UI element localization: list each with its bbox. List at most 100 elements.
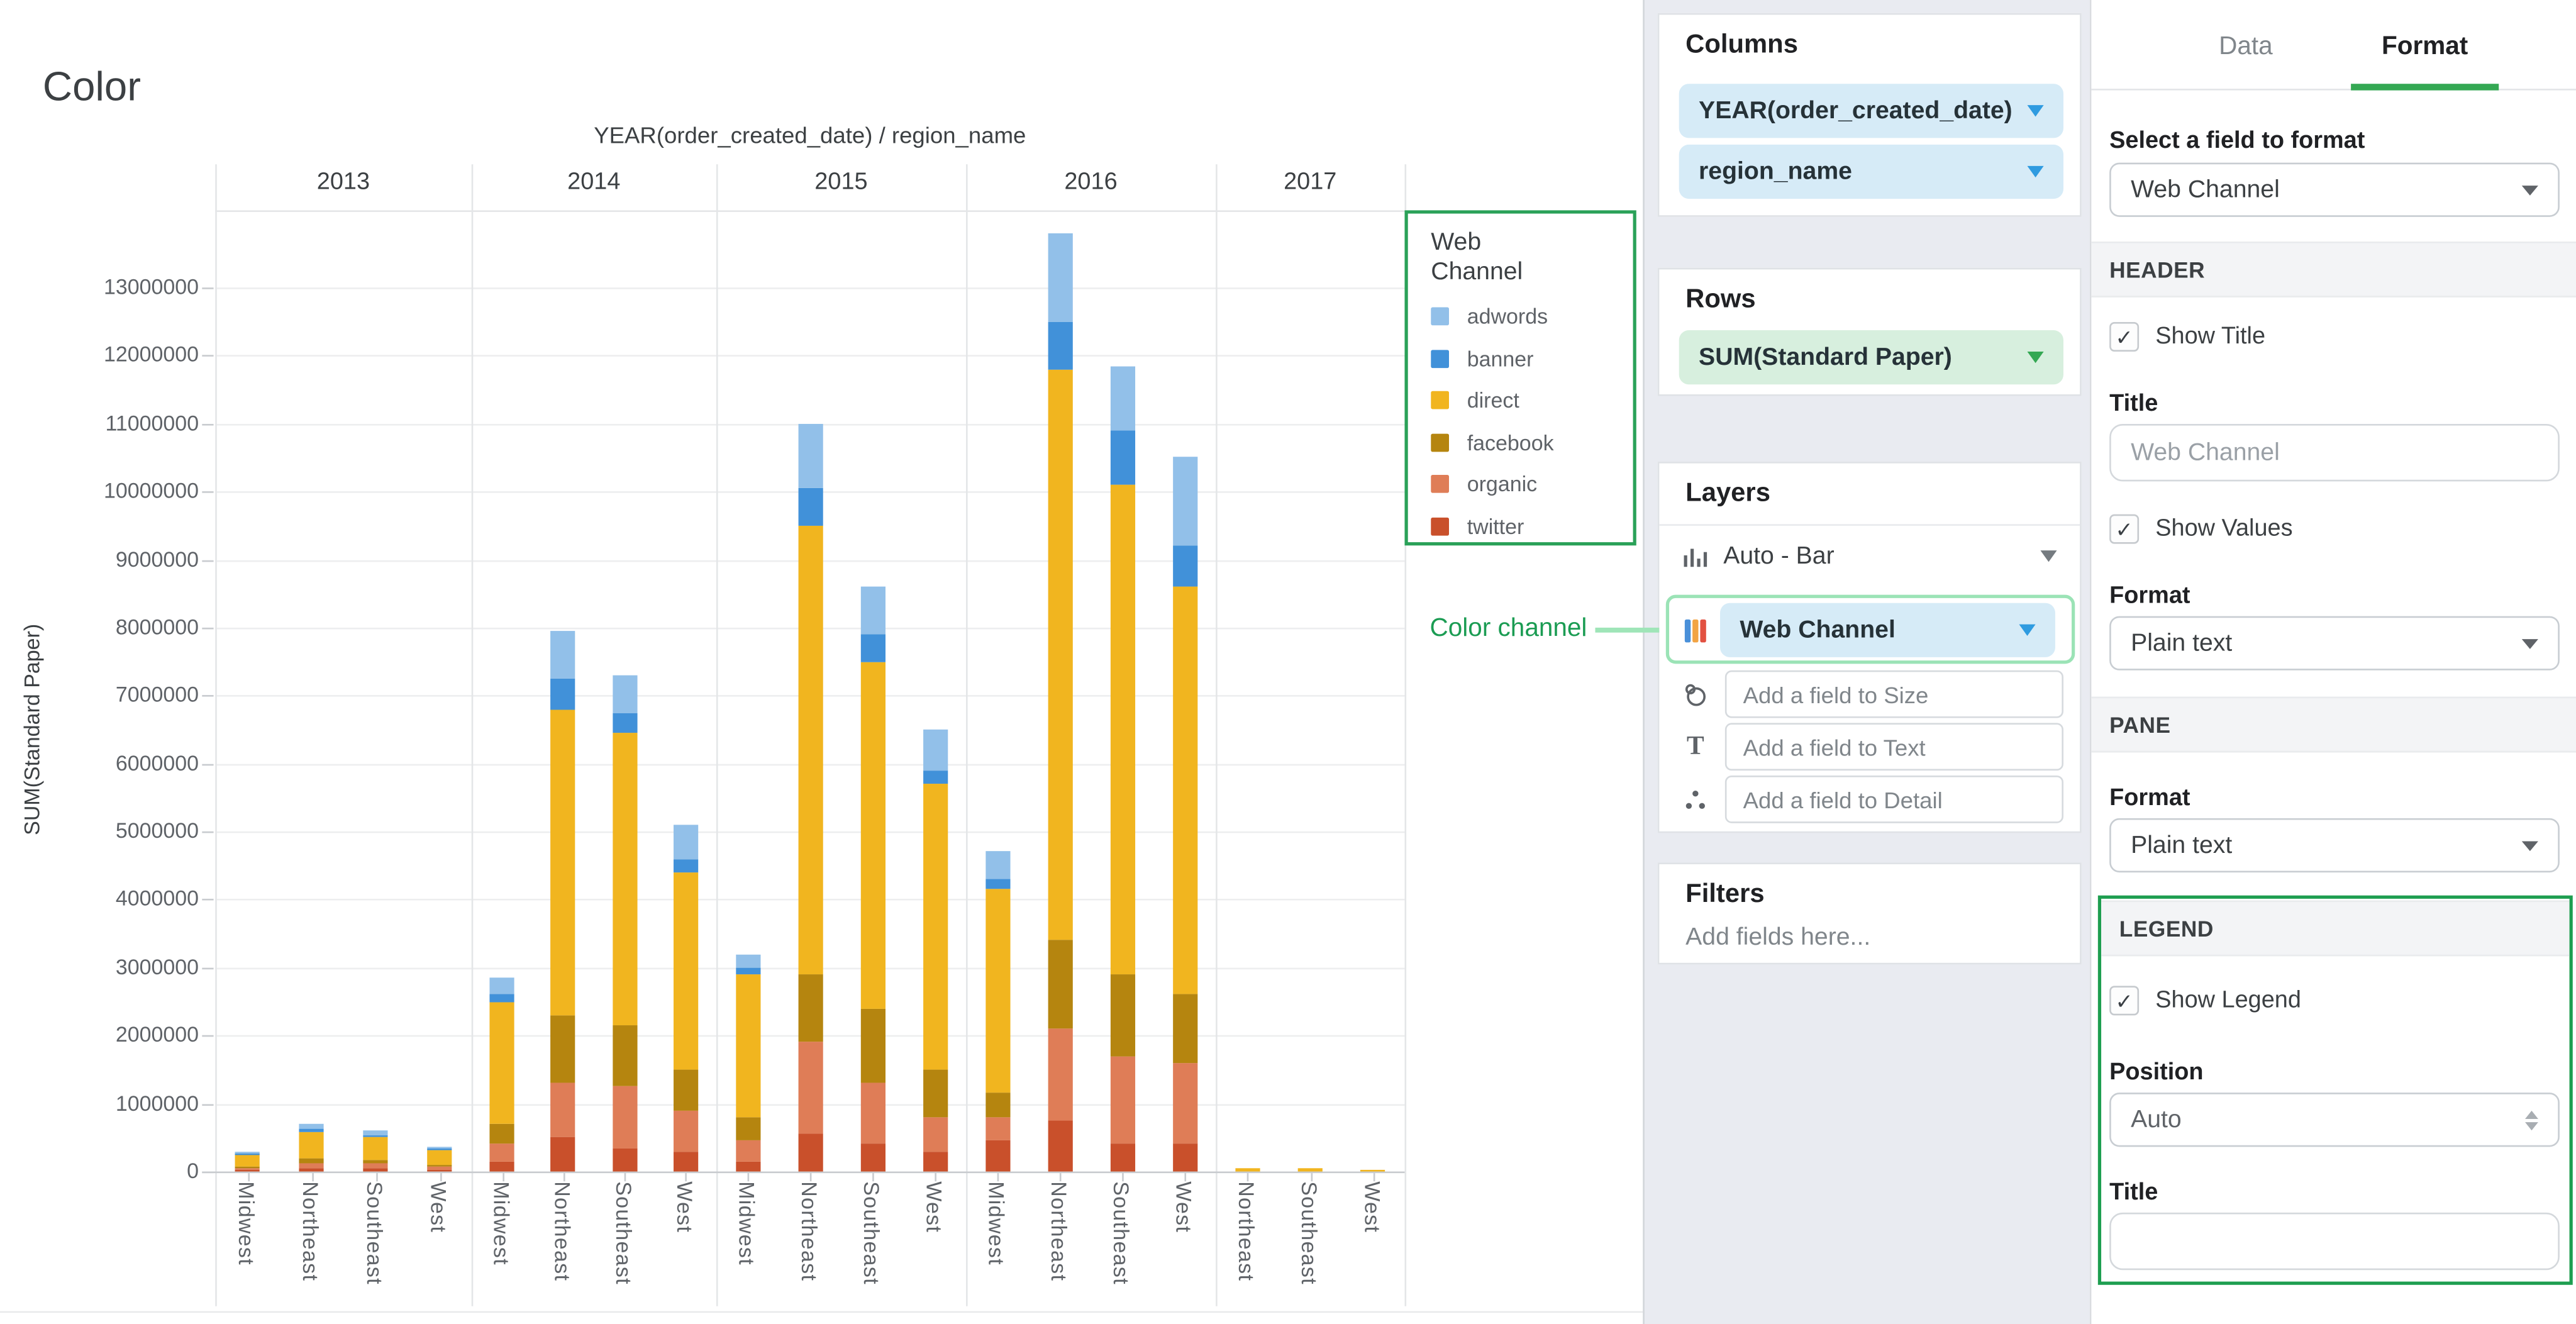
bar-segment[interactable] <box>1110 1056 1135 1145</box>
bar-segment[interactable] <box>551 1137 575 1171</box>
size-field-input[interactable] <box>1725 670 2063 718</box>
pane-format-select[interactable]: Plain text <box>2109 818 2560 872</box>
bar-segment[interactable] <box>985 889 1009 1093</box>
field-to-format-select[interactable]: Web Channel <box>2109 163 2560 217</box>
bar-segment[interactable] <box>860 662 885 1008</box>
bar-segment[interactable] <box>1172 587 1197 995</box>
bar-segment[interactable] <box>860 1083 885 1144</box>
bar-segment[interactable] <box>363 1135 387 1137</box>
bar-segment[interactable] <box>299 1162 323 1168</box>
bar-segment[interactable] <box>1172 1144 1197 1171</box>
bar-segment[interactable] <box>985 879 1009 889</box>
bar-segment[interactable] <box>735 1117 760 1141</box>
bar-segment[interactable] <box>490 1001 514 1124</box>
tab-format[interactable]: Format <box>2375 33 2474 62</box>
bar-segment[interactable] <box>490 977 514 994</box>
legend-title-input[interactable] <box>2109 1213 2560 1270</box>
text-field-input[interactable] <box>1725 723 2063 770</box>
bar-segment[interactable] <box>427 1149 452 1150</box>
bar-segment[interactable] <box>1172 994 1197 1062</box>
bar-segment[interactable] <box>612 1025 636 1086</box>
bar-segment[interactable] <box>1110 430 1135 484</box>
bar-segment[interactable] <box>923 770 947 784</box>
bar-segment[interactable] <box>674 1069 698 1110</box>
legend-position-select[interactable]: Auto <box>2109 1093 2560 1147</box>
bar-segment[interactable] <box>674 1110 698 1151</box>
bar-segment[interactable] <box>985 1093 1009 1117</box>
bar-segment[interactable] <box>797 526 822 974</box>
bar-segment[interactable] <box>612 713 636 733</box>
dropdown-caret-icon[interactable] <box>2028 166 2044 177</box>
bar-segment[interactable] <box>490 1144 514 1161</box>
bar-segment[interactable] <box>1172 1063 1197 1145</box>
bar-segment[interactable] <box>551 1083 575 1137</box>
filters-placeholder[interactable]: Add fields here... <box>1685 923 1870 951</box>
bar-segment[interactable] <box>612 1086 636 1147</box>
bar-segment[interactable] <box>299 1132 323 1159</box>
bar-segment[interactable] <box>551 1015 575 1083</box>
bar-segment[interactable] <box>612 733 636 1025</box>
bar-segment[interactable] <box>860 1008 885 1083</box>
bar-segment[interactable] <box>797 423 822 488</box>
dropdown-caret-icon[interactable] <box>2019 625 2035 636</box>
bar-segment[interactable] <box>235 1153 260 1154</box>
header-format-select[interactable]: Plain text <box>2109 616 2560 670</box>
bar-segment[interactable] <box>1047 940 1072 1029</box>
bar-segment[interactable] <box>299 1124 323 1130</box>
bar-segment[interactable] <box>363 1164 387 1169</box>
bar-segment[interactable] <box>923 1069 947 1117</box>
bar-segment[interactable] <box>860 1144 885 1171</box>
bar-segment[interactable] <box>735 1141 760 1161</box>
bar-segment[interactable] <box>1047 233 1072 322</box>
bar-segment[interactable] <box>797 1134 822 1171</box>
bar-segment[interactable] <box>1298 1167 1323 1171</box>
bar-segment[interactable] <box>299 1159 323 1162</box>
column-pill-year[interactable]: YEAR(order_created_date) <box>1679 84 2063 138</box>
bar-segment[interactable] <box>674 859 698 872</box>
bar-segment[interactable] <box>674 872 698 1069</box>
bar-segment[interactable] <box>1235 1169 1260 1171</box>
bar-segment[interactable] <box>551 709 575 1015</box>
bar-segment[interactable] <box>490 994 514 1001</box>
bar-segment[interactable] <box>235 1170 260 1171</box>
bar-segment[interactable] <box>363 1160 387 1164</box>
bar-segment[interactable] <box>985 852 1009 879</box>
bar-segment[interactable] <box>735 974 760 1117</box>
bar-segment[interactable] <box>427 1167 452 1169</box>
bar-segment[interactable] <box>363 1169 387 1172</box>
bar-segment[interactable] <box>797 1042 822 1134</box>
color-channel-row[interactable]: Web Channel <box>1659 601 2080 659</box>
bar-segment[interactable] <box>427 1165 452 1167</box>
bar-segment[interactable] <box>1361 1170 1385 1171</box>
bar-segment[interactable] <box>797 974 822 1042</box>
tab-data[interactable]: Data <box>2197 33 2296 62</box>
bar-segment[interactable] <box>860 587 885 635</box>
show-values-checkbox[interactable]: ✓ <box>2109 515 2139 544</box>
color-field-pill[interactable]: Web Channel <box>1720 603 2055 657</box>
bar-segment[interactable] <box>612 675 636 712</box>
row-pill-sum[interactable]: SUM(Standard Paper) <box>1679 330 2063 384</box>
layer-type-row[interactable]: Auto - Bar <box>1659 524 2080 588</box>
show-legend-checkbox[interactable]: ✓ <box>2109 986 2139 1015</box>
bar-segment[interactable] <box>363 1131 387 1135</box>
dropdown-caret-icon[interactable] <box>2028 352 2044 363</box>
bar-segment[interactable] <box>235 1166 260 1168</box>
bar-segment[interactable] <box>674 825 698 859</box>
bar-segment[interactable] <box>1047 1120 1072 1171</box>
bar-segment[interactable] <box>427 1147 452 1149</box>
bar-segment[interactable] <box>923 730 947 770</box>
bar-segment[interactable] <box>235 1151 260 1153</box>
bar-segment[interactable] <box>612 1148 636 1172</box>
bar-segment[interactable] <box>551 679 575 709</box>
bar-segment[interactable] <box>923 784 947 1069</box>
bar-segment[interactable] <box>299 1129 323 1131</box>
bar-segment[interactable] <box>923 1117 947 1151</box>
chevron-down-icon[interactable] <box>2040 550 2057 562</box>
bar-segment[interactable] <box>860 634 885 661</box>
bar-segment[interactable] <box>427 1150 452 1165</box>
bar-segment[interactable] <box>985 1141 1009 1172</box>
bar-segment[interactable] <box>1172 457 1197 546</box>
bar-segment[interactable] <box>1047 1028 1072 1120</box>
bar-segment[interactable] <box>797 488 822 525</box>
bar-segment[interactable] <box>235 1168 260 1170</box>
